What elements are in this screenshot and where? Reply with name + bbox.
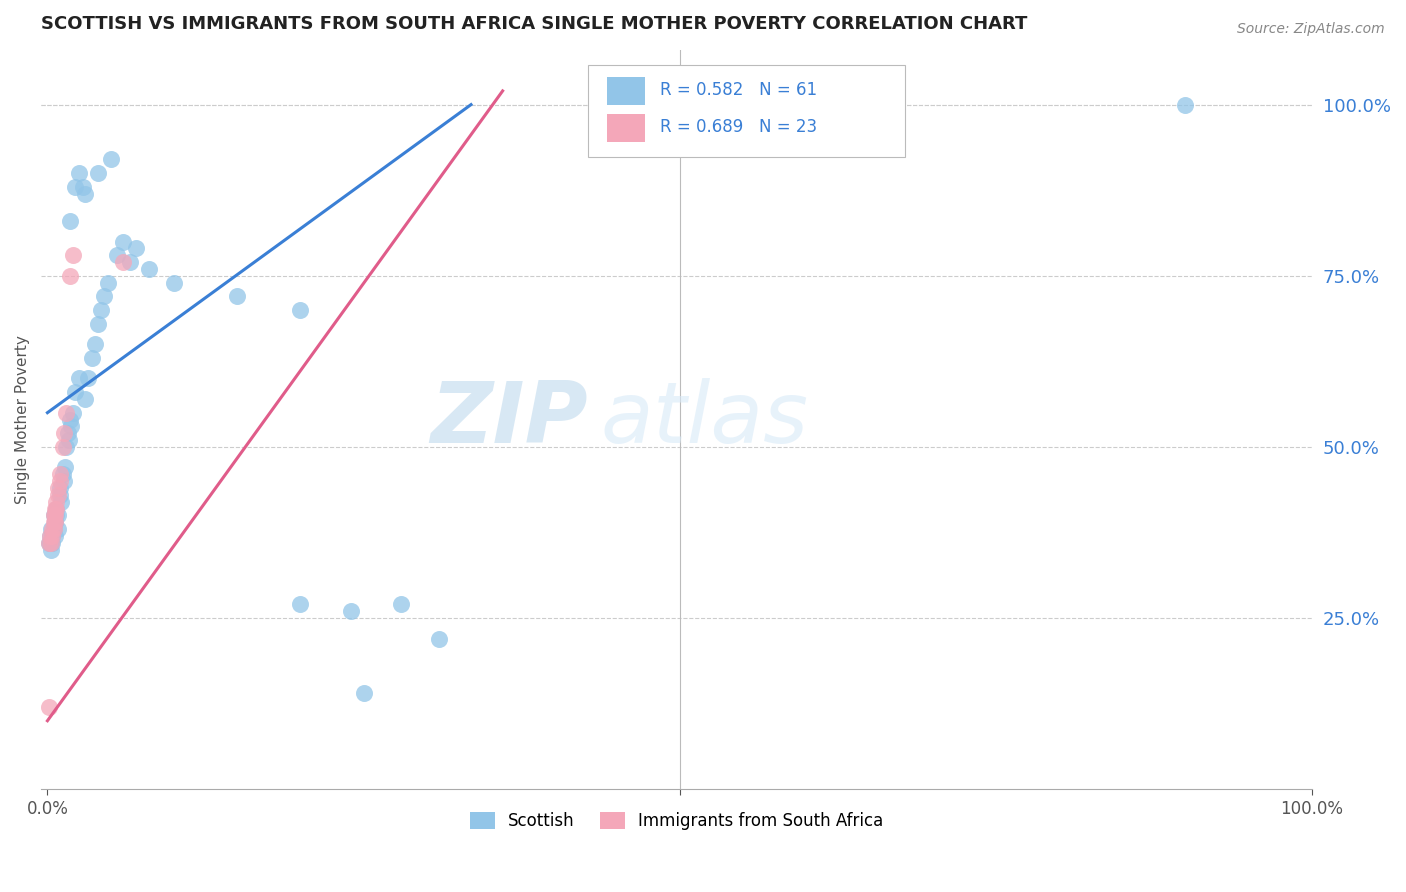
Point bbox=[44, 515, 66, 529]
Point bbox=[67, 166, 90, 180]
Point bbox=[163, 276, 186, 290]
Point bbox=[59, 412, 82, 426]
Point bbox=[77, 371, 100, 385]
Point bbox=[41, 522, 63, 536]
Point bbox=[41, 529, 63, 543]
Point bbox=[44, 508, 66, 523]
Y-axis label: Single Mother Poverty: Single Mother Poverty bbox=[15, 335, 30, 504]
Point bbox=[52, 474, 75, 488]
Point bbox=[226, 289, 249, 303]
Point bbox=[44, 515, 66, 529]
Point bbox=[62, 248, 84, 262]
Point bbox=[42, 508, 65, 523]
Text: R = 0.582   N = 61: R = 0.582 N = 61 bbox=[659, 81, 817, 100]
Point bbox=[42, 522, 65, 536]
Point bbox=[125, 241, 148, 255]
Point bbox=[90, 303, 112, 318]
Point bbox=[290, 303, 312, 318]
Point bbox=[80, 351, 103, 365]
Point bbox=[97, 276, 120, 290]
Point bbox=[100, 153, 122, 167]
Point bbox=[41, 529, 63, 543]
Point bbox=[42, 522, 65, 536]
Point bbox=[49, 481, 72, 495]
Point bbox=[59, 214, 82, 228]
Point bbox=[39, 535, 62, 549]
Point bbox=[49, 474, 72, 488]
Point bbox=[65, 385, 87, 400]
Point bbox=[105, 248, 128, 262]
Text: Source: ZipAtlas.com: Source: ZipAtlas.com bbox=[1237, 22, 1385, 37]
Point bbox=[46, 508, 69, 523]
Point bbox=[45, 501, 67, 516]
Text: ZIP: ZIP bbox=[430, 378, 588, 461]
Point bbox=[55, 406, 77, 420]
Legend: Scottish, Immigrants from South Africa: Scottish, Immigrants from South Africa bbox=[463, 805, 890, 837]
Bar bbox=[606, 114, 645, 142]
Point bbox=[46, 481, 69, 495]
Point bbox=[39, 522, 62, 536]
Point bbox=[49, 488, 72, 502]
Point bbox=[46, 522, 69, 536]
Point bbox=[55, 440, 77, 454]
Point bbox=[75, 186, 97, 201]
Point bbox=[38, 535, 60, 549]
Point bbox=[53, 460, 76, 475]
Point bbox=[44, 529, 66, 543]
Point bbox=[59, 268, 82, 283]
Point bbox=[290, 598, 312, 612]
Point bbox=[39, 542, 62, 557]
Point bbox=[112, 255, 135, 269]
Point bbox=[429, 632, 451, 646]
Point bbox=[353, 686, 375, 700]
Point bbox=[42, 515, 65, 529]
Point bbox=[52, 426, 75, 441]
Point bbox=[118, 255, 141, 269]
FancyBboxPatch shape bbox=[588, 64, 905, 157]
Point bbox=[44, 501, 66, 516]
Text: SCOTTISH VS IMMIGRANTS FROM SOUTH AFRICA SINGLE MOTHER POVERTY CORRELATION CHART: SCOTTISH VS IMMIGRANTS FROM SOUTH AFRICA… bbox=[41, 15, 1028, 33]
Point bbox=[84, 337, 107, 351]
Point bbox=[75, 392, 97, 406]
Point bbox=[45, 501, 67, 516]
Point bbox=[60, 419, 83, 434]
Point bbox=[87, 317, 110, 331]
Point bbox=[65, 179, 87, 194]
Point bbox=[46, 488, 69, 502]
Point bbox=[52, 467, 75, 482]
Point bbox=[138, 261, 160, 276]
Point bbox=[41, 535, 63, 549]
Text: atlas: atlas bbox=[600, 378, 808, 461]
Point bbox=[38, 700, 60, 714]
Point bbox=[56, 426, 79, 441]
Point bbox=[39, 529, 62, 543]
Text: R = 0.689   N = 23: R = 0.689 N = 23 bbox=[659, 119, 817, 136]
Point bbox=[112, 235, 135, 249]
Point bbox=[39, 535, 62, 549]
Point bbox=[38, 535, 60, 549]
Point bbox=[340, 604, 363, 618]
Point bbox=[49, 467, 72, 482]
Point bbox=[42, 508, 65, 523]
Point bbox=[58, 433, 80, 447]
Point bbox=[44, 515, 66, 529]
Point bbox=[51, 494, 73, 508]
Point bbox=[52, 440, 75, 454]
Point bbox=[67, 371, 90, 385]
Bar bbox=[606, 78, 645, 105]
Point bbox=[72, 179, 94, 194]
Point bbox=[45, 494, 67, 508]
Point bbox=[39, 535, 62, 549]
Point bbox=[93, 289, 115, 303]
Point bbox=[391, 598, 413, 612]
Point bbox=[39, 529, 62, 543]
Point bbox=[45, 508, 67, 523]
Point bbox=[1174, 97, 1197, 112]
Point bbox=[87, 166, 110, 180]
Point bbox=[62, 406, 84, 420]
